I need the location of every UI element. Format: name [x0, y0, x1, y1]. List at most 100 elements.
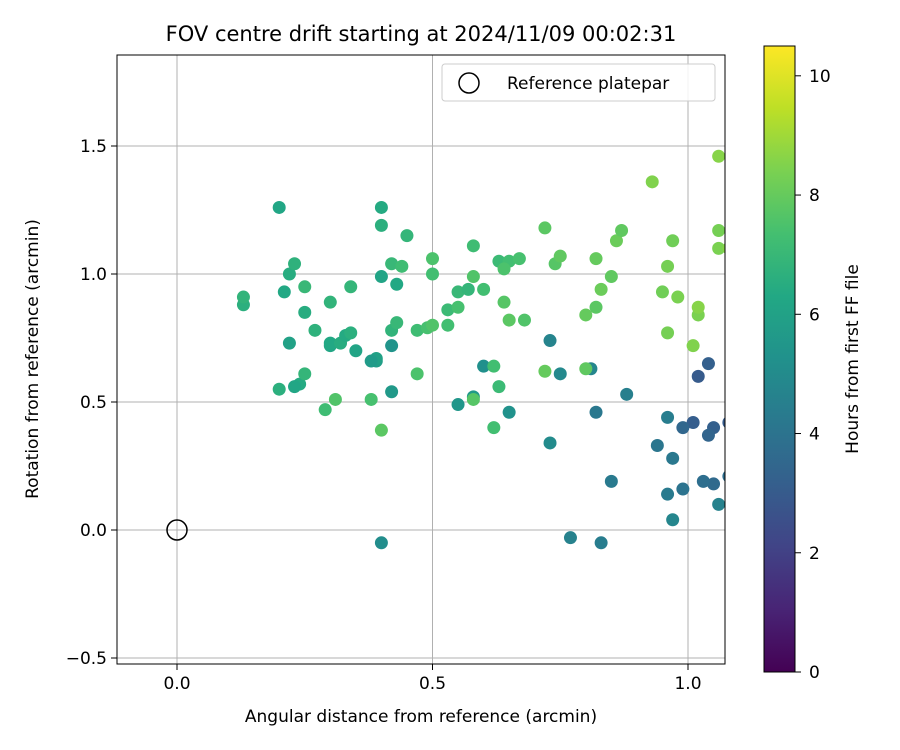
data-point — [517, 313, 531, 327]
data-point — [410, 367, 424, 381]
data-point — [712, 241, 725, 255]
y-axis-label: Rotation from reference (arcmin) — [23, 219, 43, 499]
data-point — [374, 200, 388, 214]
colorbar-tick-label: 0 — [809, 663, 820, 683]
data-point — [538, 221, 552, 235]
legend-open-circle-icon — [458, 72, 480, 94]
data-point — [410, 323, 424, 337]
data-point — [236, 290, 250, 304]
y-tick-label: 0.5 — [80, 393, 107, 413]
data-point — [686, 339, 700, 353]
colorbar-tick-label: 4 — [809, 425, 820, 445]
data-point — [385, 339, 399, 353]
data-point — [497, 295, 511, 309]
data-point — [676, 421, 690, 435]
data-point — [712, 497, 725, 511]
colorbar-ticks: 0 2 4 6 8 10 — [795, 67, 831, 683]
data-point — [385, 257, 399, 271]
data-point — [701, 428, 715, 442]
data-point — [722, 243, 725, 254]
data-point — [272, 200, 286, 214]
data-point — [395, 259, 409, 273]
data-point — [661, 410, 675, 424]
data-point — [543, 436, 557, 450]
data-point — [497, 262, 511, 276]
data-point — [671, 290, 685, 304]
data-point — [298, 305, 312, 319]
x-axis-label: Angular distance from reference (arcmin) — [245, 707, 597, 727]
data-point — [344, 326, 358, 340]
data-point — [563, 531, 577, 545]
legend-label: Reference platepar — [507, 74, 669, 94]
data-point — [426, 252, 439, 266]
data-point — [272, 382, 286, 396]
data-point — [374, 218, 388, 232]
legend-box — [441, 63, 716, 102]
data-point — [323, 336, 337, 350]
data-point — [650, 439, 664, 453]
data-point — [553, 249, 567, 263]
data-point — [707, 477, 721, 491]
data-point — [589, 405, 603, 419]
data-point — [400, 229, 414, 243]
data-point — [487, 421, 501, 435]
y-tick-label: 0.0 — [80, 521, 107, 541]
data-point — [661, 487, 675, 501]
colorbar — [763, 45, 796, 673]
data-point — [441, 318, 455, 332]
colorbar-tick-label: 8 — [809, 186, 820, 206]
data-point — [426, 267, 439, 281]
data-point — [374, 536, 388, 550]
data-point — [589, 252, 603, 266]
data-point — [594, 536, 608, 550]
data-point — [666, 513, 680, 527]
data-point — [594, 282, 608, 296]
data-point — [666, 451, 680, 465]
data-point — [604, 270, 618, 284]
colorbar-tick-label: 10 — [809, 67, 831, 87]
data-point — [589, 300, 603, 314]
data-point — [487, 359, 501, 373]
data-point — [604, 474, 618, 488]
legend: Reference platepar — [441, 63, 716, 102]
data-point — [538, 364, 552, 378]
data-point — [579, 362, 593, 376]
colorbar-tick-label: 6 — [809, 305, 820, 325]
data-point — [466, 392, 480, 406]
data-point — [288, 380, 302, 394]
data-point — [712, 223, 725, 237]
data-point — [691, 300, 705, 314]
reference-platepar-marker — [166, 519, 188, 541]
data-point — [277, 285, 291, 299]
data-point — [308, 323, 322, 337]
data-point — [441, 303, 455, 317]
data-point — [553, 367, 567, 381]
chart-title: FOV centre drift starting at 2024/11/09 … — [166, 22, 677, 46]
data-point — [385, 385, 399, 399]
y-tick-label: 1.5 — [80, 137, 107, 157]
data-point — [661, 259, 675, 273]
data-point — [512, 252, 526, 266]
data-point — [451, 398, 465, 412]
data-point — [543, 334, 557, 348]
data-point — [722, 417, 725, 428]
data-point — [502, 313, 516, 327]
data-point — [288, 257, 302, 271]
y-axis-ticks: −0.5 0.0 0.5 1.0 1.5 — [66, 137, 117, 669]
data-point — [609, 234, 623, 248]
data-point — [655, 285, 669, 299]
x-tick-label: 1.0 — [674, 674, 701, 694]
data-point — [390, 277, 404, 291]
data-point — [374, 423, 388, 437]
colorbar-tick-label: 2 — [809, 544, 820, 564]
data-point — [426, 318, 439, 332]
data-point — [722, 471, 725, 482]
plot-frame — [116, 54, 726, 665]
data-point — [451, 285, 465, 299]
data-point — [323, 295, 337, 309]
data-point — [691, 369, 705, 383]
data-point — [298, 280, 312, 294]
x-tick-label: 0.5 — [419, 674, 446, 694]
